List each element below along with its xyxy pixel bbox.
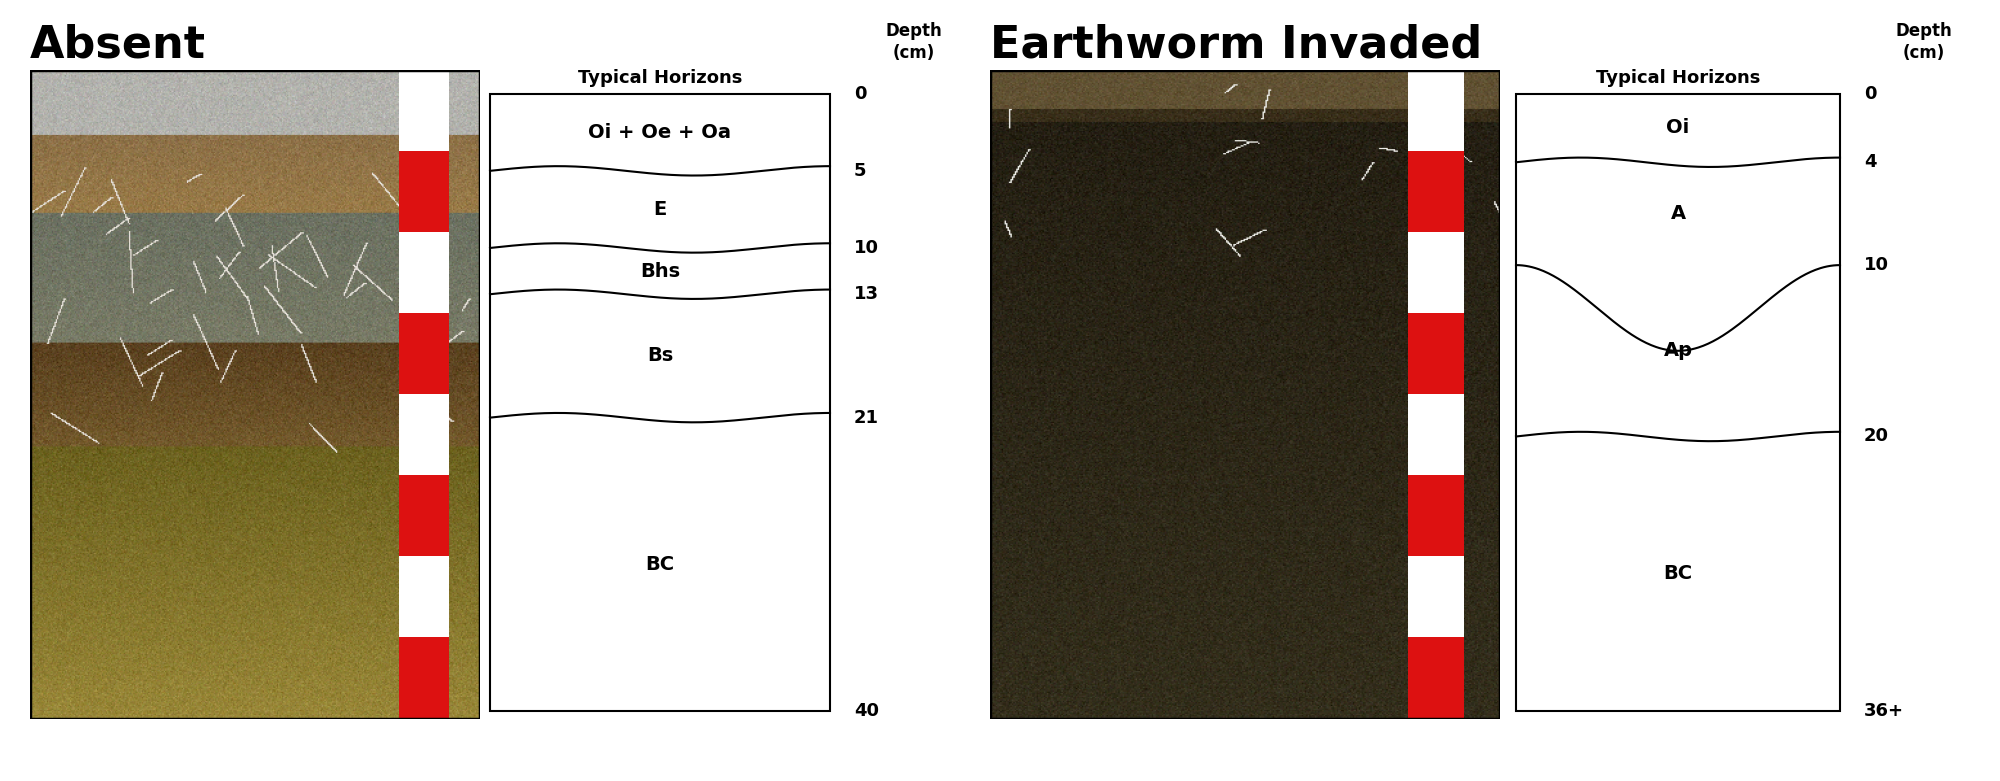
Text: 10: 10 (854, 239, 880, 257)
Text: Absent: Absent (30, 23, 206, 66)
Bar (490, 94, 830, 711)
Bar (1408, 313, 1464, 394)
Bar (400, 152, 448, 233)
Text: 0: 0 (854, 84, 866, 103)
Bar (400, 557, 448, 637)
Text: Depth
(cm): Depth (cm) (1896, 23, 1952, 62)
Bar (1408, 70, 1464, 152)
Text: BC: BC (646, 555, 674, 574)
Bar (400, 313, 448, 394)
Text: 40: 40 (854, 701, 880, 720)
Bar (400, 233, 448, 313)
Text: Depth
(cm): Depth (cm) (886, 23, 942, 62)
Bar (1408, 557, 1464, 637)
Text: Oi + Oe + Oa: Oi + Oe + Oa (588, 123, 732, 142)
Text: Bhs: Bhs (640, 262, 680, 280)
Text: 20: 20 (1864, 427, 1888, 445)
Text: Typical Horizons: Typical Horizons (578, 70, 742, 87)
Bar (400, 70, 448, 152)
Text: 36+: 36+ (1864, 701, 1904, 720)
Bar (1408, 476, 1464, 557)
Text: Bs: Bs (646, 347, 674, 366)
Text: Ap: Ap (1664, 341, 1692, 360)
Bar (400, 476, 448, 557)
Bar (1408, 394, 1464, 476)
Text: E: E (654, 200, 666, 219)
Text: BC: BC (1664, 564, 1692, 583)
Text: 4: 4 (1864, 153, 1876, 171)
Text: Earthworm Invaded: Earthworm Invaded (990, 23, 1482, 66)
Bar (400, 637, 448, 719)
Text: 0: 0 (1864, 84, 1876, 103)
Bar (400, 394, 448, 476)
Text: 13: 13 (854, 285, 880, 303)
Text: 5: 5 (854, 162, 866, 180)
Text: Oi: Oi (1666, 119, 1690, 137)
Bar (1516, 94, 1840, 711)
Text: A: A (1670, 204, 1686, 223)
Bar (1408, 152, 1464, 233)
Text: 10: 10 (1864, 256, 1888, 274)
Bar (1408, 637, 1464, 719)
Bar (1408, 233, 1464, 313)
Text: 21: 21 (854, 408, 880, 426)
Text: Typical Horizons: Typical Horizons (1596, 70, 1760, 87)
